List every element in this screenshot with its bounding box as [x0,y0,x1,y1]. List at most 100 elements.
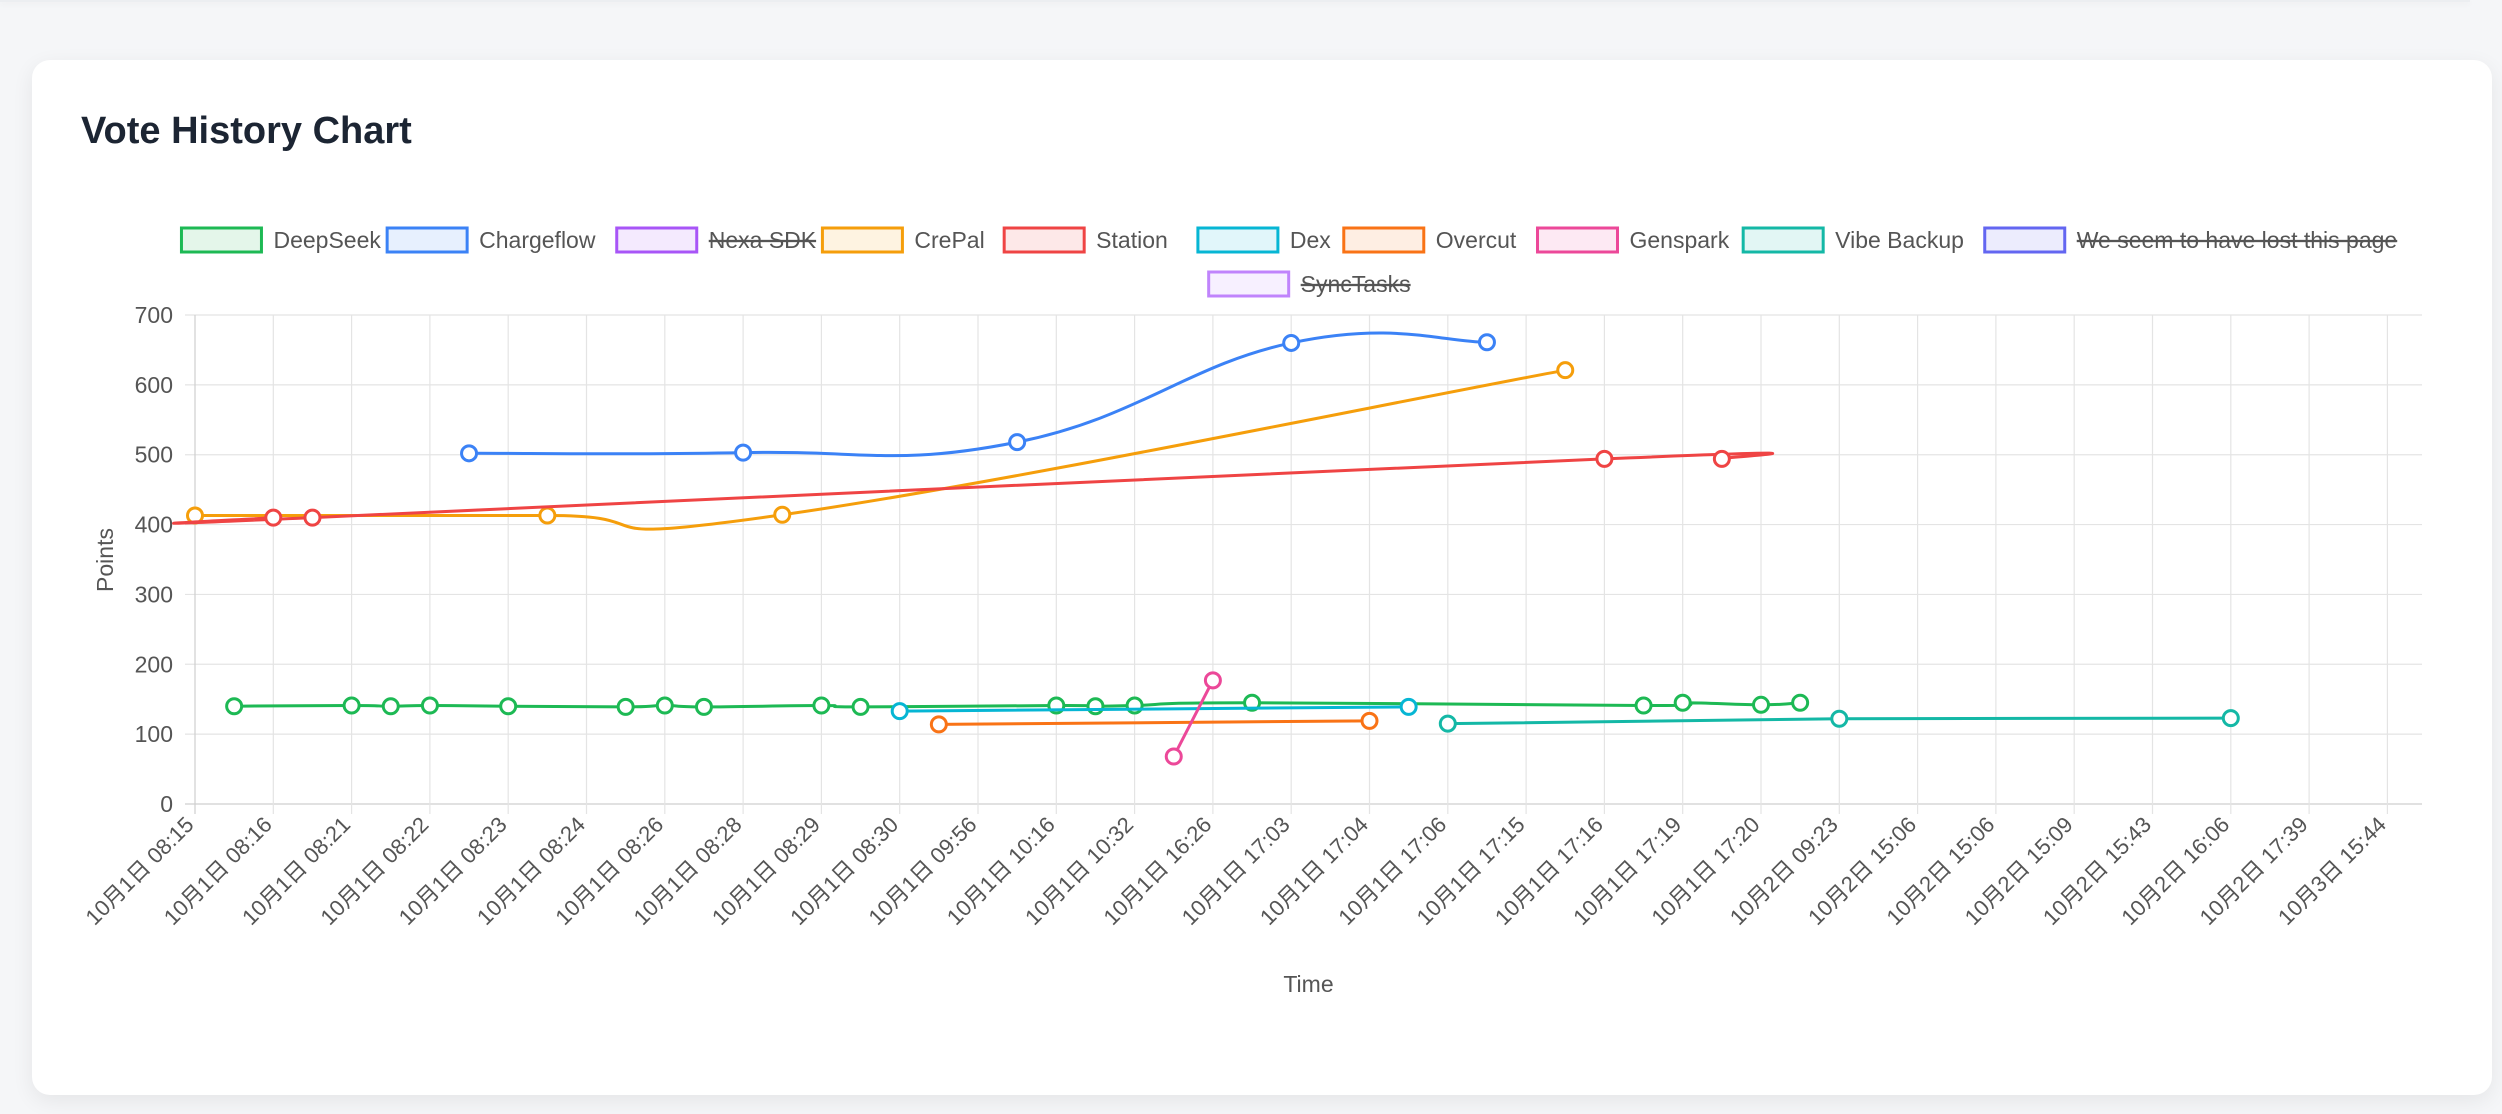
legend-swatch [820,226,904,254]
legend-swatch [1196,226,1280,254]
data-point[interactable] [890,702,909,721]
y-tick-label: 400 [135,512,173,538]
data-point[interactable] [1595,449,1614,468]
y-tick-label: 600 [135,372,173,398]
series-station [172,449,1775,527]
data-point[interactable] [1125,696,1144,715]
legend-label: We seem to have lost this page [2077,227,2397,253]
data-point[interactable] [1752,695,1770,714]
series-line [898,705,1411,713]
data-point[interactable] [1282,333,1301,352]
data-point[interactable] [1791,693,1810,712]
data-point[interactable] [694,697,713,716]
series-chargeflow [460,331,1496,463]
data-point[interactable] [616,697,635,716]
data-point[interactable] [1243,693,1262,712]
legend-label: Station [1096,227,1168,253]
data-point[interactable] [2221,709,2240,728]
data-point[interactable] [851,697,870,716]
series-overcut [929,711,1379,734]
legend-item[interactable]: Vibe Backup [1741,226,1964,254]
data-point[interactable] [381,697,400,716]
data-point[interactable] [812,696,831,715]
y-axis-title: Points [92,528,118,592]
y-tick-label: 700 [135,302,173,328]
series-crepal [186,361,1575,531]
legend-item[interactable]: Nexa SDK [615,226,817,254]
data-point[interactable] [1556,361,1575,380]
series-line [232,701,1802,709]
legend-swatch [615,226,699,254]
data-point[interactable] [303,508,322,527]
series-genspark [1164,671,1222,766]
legend-item[interactable]: We seem to have lost this page [1983,226,2397,254]
previous-card-edge [0,0,2470,2]
legend-item[interactable]: DeepSeek [179,226,381,254]
legend-item[interactable]: Chargeflow [385,226,596,254]
data-point[interactable] [538,506,557,525]
legend: DeepSeek Chargeflow Nexa SDK CrePal Station D… [179,226,2397,298]
data-point[interactable] [1477,333,1496,352]
data-point[interactable] [1634,696,1653,715]
legend-label: Genspark [1630,227,1730,253]
legend-swatch [1536,226,1619,254]
data-point[interactable] [1008,433,1027,452]
data-point[interactable] [225,697,244,716]
legend-item[interactable]: SyncTasks [1207,270,1411,298]
legend-item[interactable]: Dex [1196,226,1331,254]
legend-swatch [1342,226,1426,254]
data-point[interactable] [460,444,479,463]
data-point[interactable] [1673,693,1692,712]
grid [185,314,2422,814]
legend-swatch [385,226,469,254]
data-point[interactable] [420,696,439,715]
legend-item[interactable]: Genspark [1536,226,1730,254]
series-vibe-backup [1438,709,2240,733]
legend-label: Overcut [1436,227,1517,253]
data-point[interactable] [1438,714,1457,733]
legend-label: Chargeflow [479,227,596,253]
data-point[interactable] [342,696,361,715]
legend-label: SyncTasks [1301,271,1411,297]
series-line [172,451,1775,525]
legend-label: Dex [1290,227,1331,253]
data-point[interactable] [1203,671,1222,690]
legend-swatch [179,226,263,254]
legend-item[interactable]: CrePal [820,226,985,254]
series-line [193,368,1567,531]
legend-item[interactable]: Overcut [1342,226,1517,254]
legend-swatch [1983,226,2067,254]
data-point[interactable] [655,696,674,715]
data-point[interactable] [1830,709,1849,728]
legend-label: Vibe Backup [1835,227,1964,253]
data-point[interactable] [1086,697,1105,716]
x-axis-title: Time [1283,971,1333,997]
data-point[interactable] [773,505,792,524]
series-line [1172,678,1215,758]
vote-history-card [32,60,2492,1095]
series-line [937,719,1371,726]
data-point[interactable] [929,715,948,734]
legend-swatch [1741,226,1825,254]
data-point[interactable] [1164,747,1183,766]
page-title: Vote History Chart [81,110,412,152]
legend-label: Nexa SDK [709,227,817,253]
legend-swatch [1002,226,1086,254]
legend-label: CrePal [914,227,984,253]
data-point[interactable] [1399,697,1418,716]
data-point[interactable] [499,697,518,716]
data-point[interactable] [1712,449,1731,468]
data-point[interactable] [734,443,753,462]
legend-swatch [1207,270,1291,298]
y-tick-label: 0 [160,791,173,817]
legend-label: DeepSeek [273,227,381,253]
y-tick-label: 300 [135,581,173,607]
legend-item[interactable]: Station [1002,226,1168,254]
y-tick-label: 500 [135,442,173,468]
y-tick-label: 200 [135,651,173,677]
y-tick-label: 100 [135,721,173,747]
data-point[interactable] [264,508,283,527]
data-point[interactable] [1360,711,1379,730]
series-dex [890,697,1418,721]
